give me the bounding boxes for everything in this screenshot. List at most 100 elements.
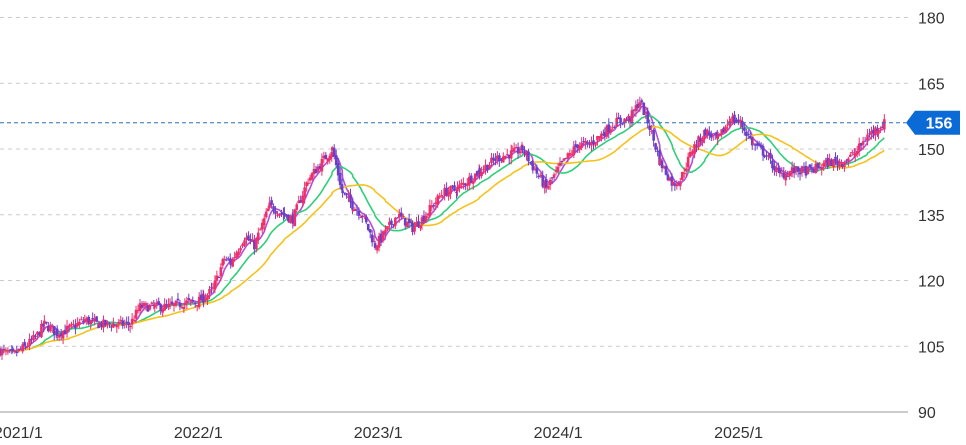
x-tick-label: 2021/1 (0, 425, 43, 442)
candle-body (34, 335, 37, 337)
candle-body (877, 130, 880, 134)
candle-body (132, 320, 136, 322)
candle-body (43, 320, 46, 325)
candle-body (11, 348, 15, 352)
candle-body (855, 150, 859, 155)
candle-body (370, 234, 374, 243)
x-axis-tick-labels: 2021/1 2022/1 2023/1 2024/1 2025/1 (0, 425, 763, 442)
candle-body (598, 136, 601, 139)
candle-body (845, 160, 848, 162)
candle-body (850, 152, 854, 154)
candle-body (748, 135, 752, 139)
candle-body (351, 209, 355, 211)
candle-body (460, 183, 463, 185)
candle-body (136, 309, 140, 311)
candle-body (775, 167, 778, 173)
candle-body (490, 157, 493, 163)
x-tick-label: 2023/1 (354, 425, 403, 442)
candle-body (63, 330, 67, 334)
candle-body (396, 217, 399, 219)
candle-body (751, 143, 755, 145)
candle-body (509, 150, 513, 159)
y-tick-label: 165 (918, 76, 945, 93)
candle-body (368, 229, 372, 233)
candle-body (790, 167, 794, 173)
candle-body (451, 185, 454, 187)
candle-body (638, 102, 642, 107)
candle-body (602, 133, 605, 135)
candle-body (568, 153, 572, 156)
candle-body (204, 298, 207, 301)
candle-body (666, 174, 670, 181)
candle-body (411, 223, 414, 233)
candle-body (796, 166, 800, 172)
candle-body (691, 151, 694, 155)
candle-body (113, 324, 117, 326)
candle-body (786, 176, 790, 178)
candle-body (449, 186, 452, 195)
candle-body (763, 155, 766, 157)
candle-body (533, 169, 537, 171)
candle-body (868, 133, 871, 135)
candle-body (822, 163, 826, 166)
candle-body (580, 142, 583, 148)
candle-body (130, 318, 134, 325)
candle-body (592, 140, 595, 145)
candle-body (436, 195, 440, 205)
candle-body (535, 167, 539, 174)
candle-body (180, 306, 184, 308)
candle-body (482, 169, 485, 171)
candle-body (570, 153, 574, 155)
ma-long-line (0, 125, 885, 356)
candle-body (541, 175, 545, 187)
candle-body (417, 221, 420, 227)
candle-body (469, 175, 473, 183)
candle-body (40, 323, 43, 338)
candle-body (153, 304, 157, 308)
candle-body (798, 172, 802, 175)
candle-body (578, 145, 582, 150)
candle-body (15, 351, 19, 354)
candle-body (336, 162, 340, 176)
candle-body (405, 221, 409, 228)
candle-body (594, 142, 597, 146)
candle-body (47, 325, 50, 332)
candle-body (726, 124, 729, 126)
candle-body (503, 155, 507, 159)
candle-body (357, 210, 361, 216)
candle-body (235, 252, 238, 258)
candle-body (165, 304, 168, 306)
candle-body (202, 295, 205, 303)
candle-body (182, 307, 186, 310)
candle-body (199, 294, 203, 301)
candle-body (486, 164, 489, 170)
candle-body (424, 215, 428, 223)
candle-body (185, 300, 189, 304)
candle-body (146, 305, 150, 312)
candle-body (338, 173, 342, 185)
candle-body (287, 214, 290, 222)
candle-body (110, 326, 113, 328)
candle-body (480, 171, 483, 176)
candle-body (737, 119, 740, 122)
candle-body (386, 225, 389, 230)
candle-body (501, 156, 505, 163)
candle-body (76, 322, 79, 327)
candle-body (274, 210, 277, 214)
candle-body (699, 137, 702, 142)
candle-body (664, 165, 668, 175)
candle-body (59, 333, 63, 337)
candle-body (48, 326, 52, 332)
candle-body (668, 177, 672, 181)
candle-body (293, 209, 297, 227)
candle-body (65, 325, 69, 332)
candle-body (636, 103, 640, 109)
candle-body (724, 126, 727, 133)
candle-body (816, 163, 820, 168)
candle-body (697, 136, 700, 148)
candle-body (548, 179, 552, 186)
candle-body (226, 258, 230, 260)
candle-body (434, 202, 438, 205)
candle-body (560, 160, 564, 162)
candle-body (656, 150, 659, 152)
